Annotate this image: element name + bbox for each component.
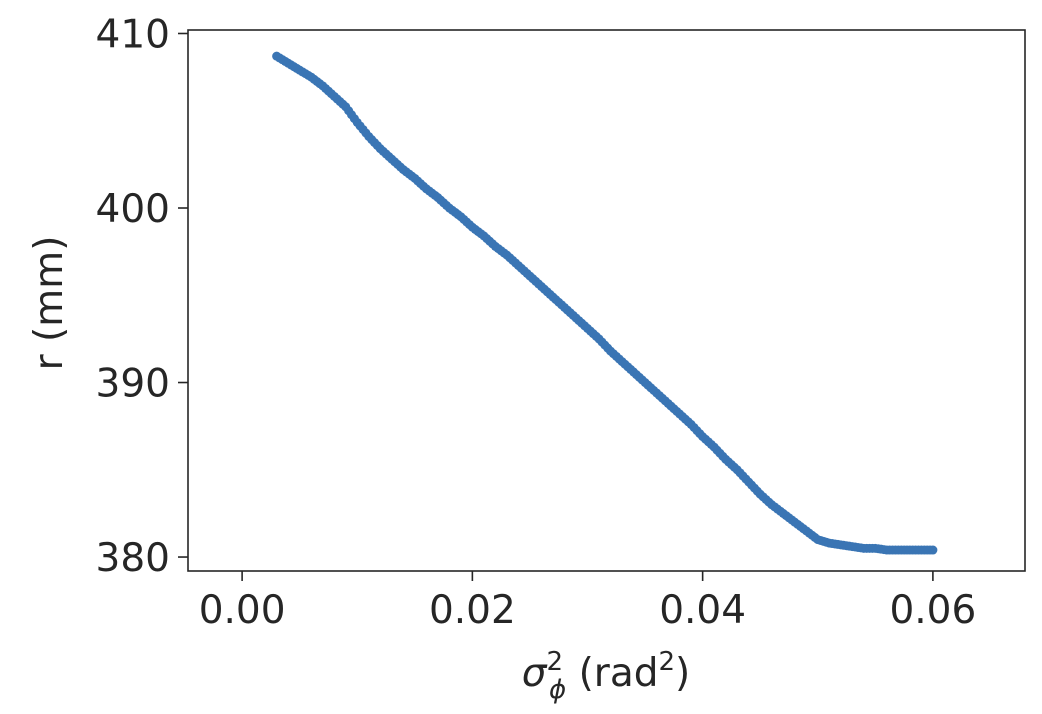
x-axis-title-unit-open: (rad: [566, 651, 658, 696]
y-axis-ticks: 380 390 400 410: [96, 12, 188, 581]
x-tick-label: 0.02: [429, 588, 516, 633]
y-axis-title: r (mm): [27, 236, 72, 371]
x-axis-title-unit-close: ): [675, 651, 690, 696]
data-point: [928, 545, 938, 555]
x-tick-label: 0.04: [659, 588, 746, 633]
x-axis-ticks: 0.00 0.02 0.04 0.06: [199, 571, 976, 633]
y-tick-label: 380: [96, 536, 170, 581]
x-axis-title-symbol: σ: [522, 651, 548, 696]
y-tick-label: 410: [96, 12, 170, 57]
x-axis-title: σ2 ϕ (rad2): [522, 647, 691, 705]
y-tick-label: 390: [96, 362, 170, 407]
x-axis-title-superscript: 2: [546, 647, 563, 677]
x-tick-label: 0.00: [199, 588, 286, 633]
plot-background: [188, 30, 1025, 571]
x-tick-label: 0.06: [889, 588, 976, 633]
y-tick-label: 400: [96, 187, 170, 232]
data-points: [272, 51, 938, 555]
x-axis-title-subscript: ϕ: [549, 675, 566, 705]
plot-frame: [187, 29, 1026, 572]
x-axis-title-unit-superscript: 2: [658, 647, 675, 677]
